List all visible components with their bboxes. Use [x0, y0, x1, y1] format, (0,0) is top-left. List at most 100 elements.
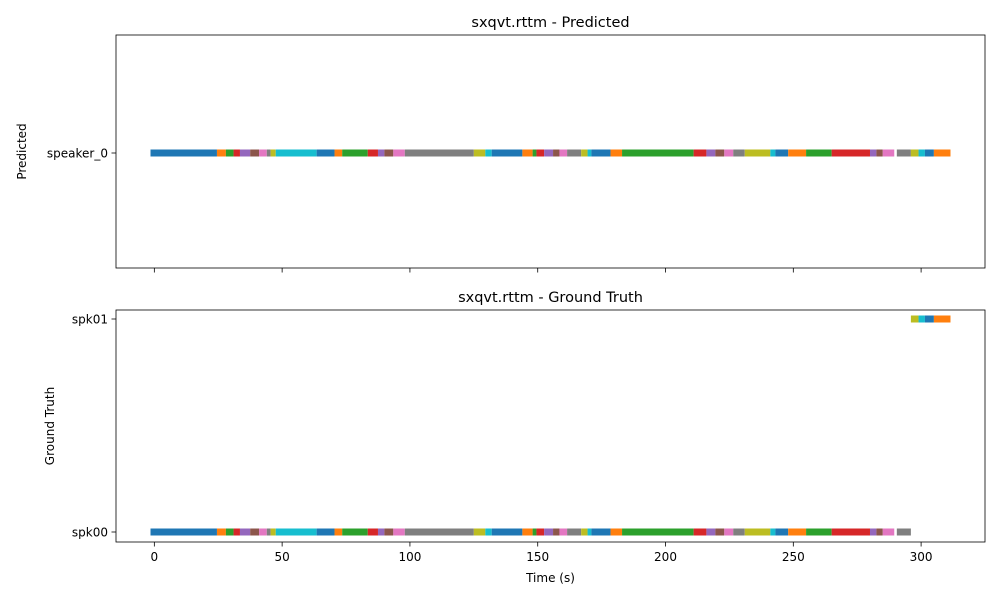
segment-bar-speaker-0-30: [591, 149, 611, 157]
segment-bar-spk00-45: [876, 528, 883, 536]
segment-bar-speaker-0-18: [473, 149, 486, 157]
segment-bar-speaker-0-46: [882, 149, 895, 157]
segment-bar-speaker-0-24: [544, 149, 554, 157]
segment-bar-speaker-0-12: [342, 149, 368, 157]
segment-bar-spk00-35: [715, 528, 725, 536]
segment-bar-spk00-9: [275, 528, 317, 536]
ground-truth-panel: sxqvt.rttm - Ground Truth 0 50 100 150 200 250…: [43, 290, 986, 585]
segment-bar-spk00-10: [316, 528, 335, 536]
segment-bar-spk00-15: [384, 528, 394, 536]
segment-bar-spk00-24: [544, 528, 554, 536]
segment-bar-spk01-50: [924, 315, 934, 323]
segment-bar-spk00-7: [266, 528, 271, 536]
y-tick-label-spk01: spk01: [72, 313, 108, 327]
segment-bar-spk00-27: [567, 528, 582, 536]
segment-bar-speaker-0-21: [522, 149, 533, 157]
segment-bar-speaker-0-16: [393, 149, 405, 157]
segment-bar-speaker-0-28: [581, 149, 588, 157]
segment-bar-spk00-11: [334, 528, 343, 536]
x-tick-label: 250: [782, 550, 805, 564]
chart-title: sxqvt.rttm - Predicted: [471, 15, 629, 31]
segment-bar-speaker-0-35: [715, 149, 725, 157]
segment-bar-speaker-0-5: [250, 149, 260, 157]
segment-bar-spk01-49: [918, 315, 925, 323]
segment-bar-speaker-0-39: [770, 149, 776, 157]
segment-bar-spk00-18: [473, 528, 486, 536]
y-tick-label-speaker-0: speaker_0: [47, 147, 108, 161]
segment-bar-spk00-30: [591, 528, 611, 536]
segment-bar-spk00-37: [733, 528, 745, 536]
segment-bar-spk00-2: [225, 528, 234, 536]
segment-bar-speaker-0-6: [259, 149, 267, 157]
segment-bar-speaker-0-48: [910, 149, 919, 157]
segment-bar-spk00-43: [831, 528, 870, 536]
segment-bar-spk00-6: [259, 528, 267, 536]
y-tick-label-spk00: spk00: [72, 526, 108, 540]
segment-bar-speaker-0-37: [733, 149, 745, 157]
segment-bar-speaker-0-0: [150, 149, 217, 157]
segment-bar-speaker-0-7: [266, 149, 271, 157]
segment-bar-spk00-1: [216, 528, 226, 536]
segment-bar-spk00-4: [239, 528, 251, 536]
segment-bar-spk00-3: [233, 528, 240, 536]
segment-bar-speaker-0-4: [239, 149, 251, 157]
segment-bar-speaker-0-8: [270, 149, 276, 157]
segment-bar-speaker-0-32: [622, 149, 694, 157]
segment-bar-spk00-13: [367, 528, 378, 536]
segment-bar-speaker-0-40: [775, 149, 789, 157]
segment-bar-speaker-0-27: [567, 149, 582, 157]
segment-bar-spk00-29: [587, 528, 592, 536]
segment-bar-spk00-12: [342, 528, 368, 536]
segment-bar-speaker-0-13: [367, 149, 378, 157]
chart-title: sxqvt.rttm - Ground Truth: [458, 290, 643, 306]
segment-bar-spk01-48: [910, 315, 919, 323]
segment-bar-spk00-41: [788, 528, 807, 536]
segment-bar-spk00-39: [770, 528, 776, 536]
x-axis-label: Time (s): [525, 571, 575, 585]
segment-bar-spk00-14: [377, 528, 385, 536]
segment-bar-speaker-0-36: [724, 149, 734, 157]
segment-bar-speaker-0-38: [744, 149, 771, 157]
axes-frame: [115, 309, 986, 543]
x-tick-label: 100: [398, 550, 421, 564]
segment-bar-spk00-23: [536, 528, 545, 536]
segment-bar-spk00-34: [706, 528, 716, 536]
segment-bar-speaker-0-50: [924, 149, 934, 157]
y-axis-label: Predicted: [15, 123, 29, 179]
segment-bar-speaker-0-1: [216, 149, 226, 157]
segment-bar-spk00-21: [522, 528, 533, 536]
segment-bar-speaker-0-47: [896, 149, 911, 157]
segment-bar-spk00-31: [610, 528, 623, 536]
segment-bar-spk01-51: [933, 315, 951, 323]
segment-bar-speaker-0-41: [788, 149, 807, 157]
axes-frame: [115, 34, 986, 269]
segment-bar-spk00-26: [559, 528, 568, 536]
x-tick-label: 150: [526, 550, 549, 564]
segment-bar-spk00-28: [581, 528, 588, 536]
segment-bar-spk00-20: [491, 528, 523, 536]
segment-bar-spk00-33: [693, 528, 707, 536]
segment-bar-speaker-0-34: [706, 149, 716, 157]
segment-bar-spk00-0: [150, 528, 217, 536]
segment-bar-spk00-5: [250, 528, 260, 536]
x-tick-label: 50: [274, 550, 289, 564]
segment-bar-speaker-0-20: [491, 149, 523, 157]
segment-bar-speaker-0-23: [536, 149, 545, 157]
segment-bar-spk00-19: [485, 528, 492, 536]
segment-bar-speaker-0-22: [532, 149, 537, 157]
segment-bar-spk00-17: [404, 528, 474, 536]
segment-bar-speaker-0-11: [334, 149, 343, 157]
segment-bar-speaker-0-10: [316, 149, 335, 157]
segment-bar-speaker-0-49: [918, 149, 925, 157]
segment-bar-speaker-0-14: [377, 149, 385, 157]
segment-bar-speaker-0-42: [806, 149, 832, 157]
segment-bar-spk00-46: [882, 528, 895, 536]
segment-bar-spk00-25: [553, 528, 560, 536]
segment-bar-spk00-8: [270, 528, 276, 536]
segment-bar-spk00-22: [532, 528, 537, 536]
segment-bar-speaker-0-3: [233, 149, 240, 157]
x-tick-label: 200: [654, 550, 677, 564]
segment-bar-speaker-0-19: [485, 149, 492, 157]
segment-bar-speaker-0-51: [933, 149, 951, 157]
segment-bar-spk00-42: [806, 528, 832, 536]
